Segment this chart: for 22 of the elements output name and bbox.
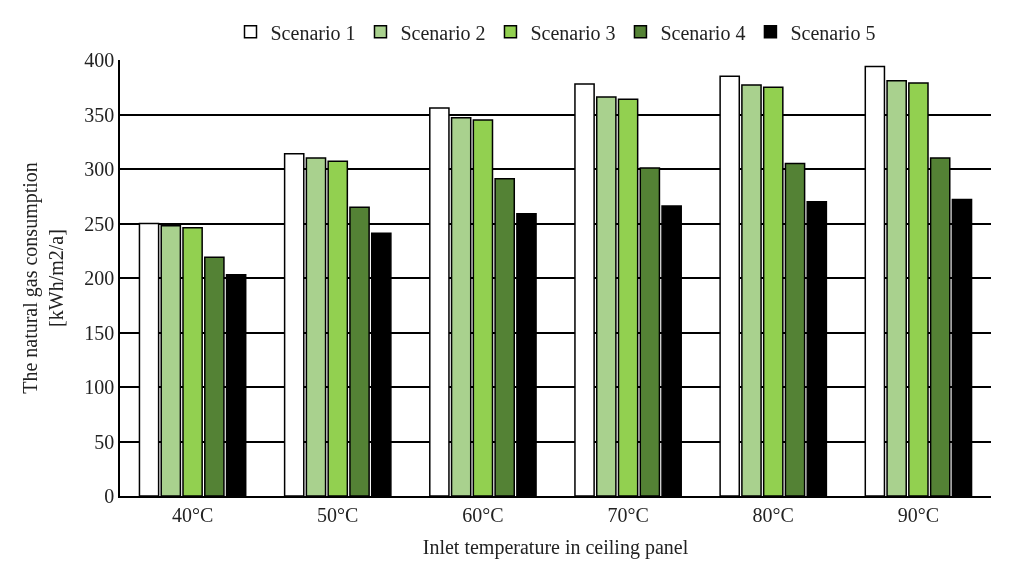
x-axis-title: Inlet temperature in ceiling panel [422, 535, 689, 559]
x-tick-label: 40°C [171, 503, 214, 526]
y-tick-label: 150 [84, 321, 115, 344]
legend-label: Scenario 3 [530, 21, 616, 44]
x-tick-label: 80°C [752, 503, 794, 526]
y-tick-label: 300 [84, 158, 115, 180]
x-tick-label: 50°C [317, 503, 359, 526]
y-tick-label: 50 [94, 430, 115, 453]
y-tick-label: 200 [84, 267, 115, 289]
x-tick-label: 90°C [897, 503, 940, 526]
x-tick-label: 70°C [607, 503, 649, 526]
legend-label: Scenario 2 [400, 21, 486, 44]
y-tick-label: 0 [104, 485, 115, 507]
x-tick-label: 60°C [462, 503, 504, 526]
y-axis-title: The natural gas consumption [kWh/m2/a] [19, 162, 68, 394]
y-tick-label: 400 [84, 49, 115, 71]
legend-label: Scenario 4 [660, 21, 746, 44]
y-tick-label: 250 [84, 212, 115, 235]
y-tick-label: 100 [84, 376, 115, 398]
legend-label: Scenario 5 [790, 21, 876, 44]
y-tick-label: 350 [84, 103, 115, 126]
legend-label: Scenario 1 [270, 21, 356, 44]
